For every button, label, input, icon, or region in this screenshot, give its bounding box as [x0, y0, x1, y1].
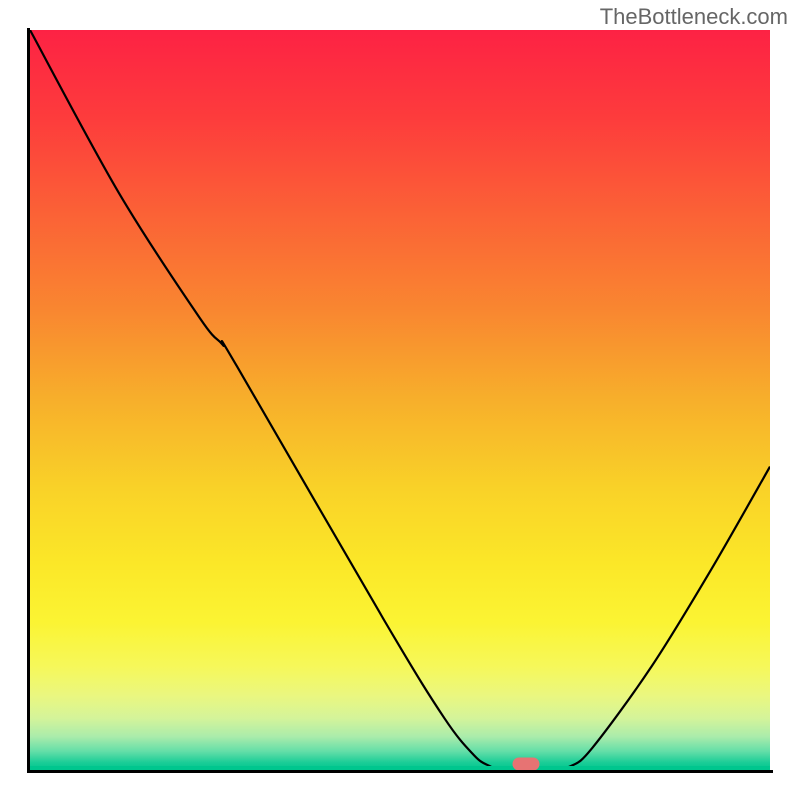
bottleneck-chart: TheBottleneck.com — [0, 0, 800, 800]
optimal-marker — [512, 758, 539, 770]
x-axis — [27, 770, 773, 773]
plot-area — [30, 30, 770, 770]
watermark-text: TheBottleneck.com — [600, 4, 788, 30]
bottleneck-curve — [30, 30, 770, 770]
baseline-strip — [30, 766, 770, 770]
